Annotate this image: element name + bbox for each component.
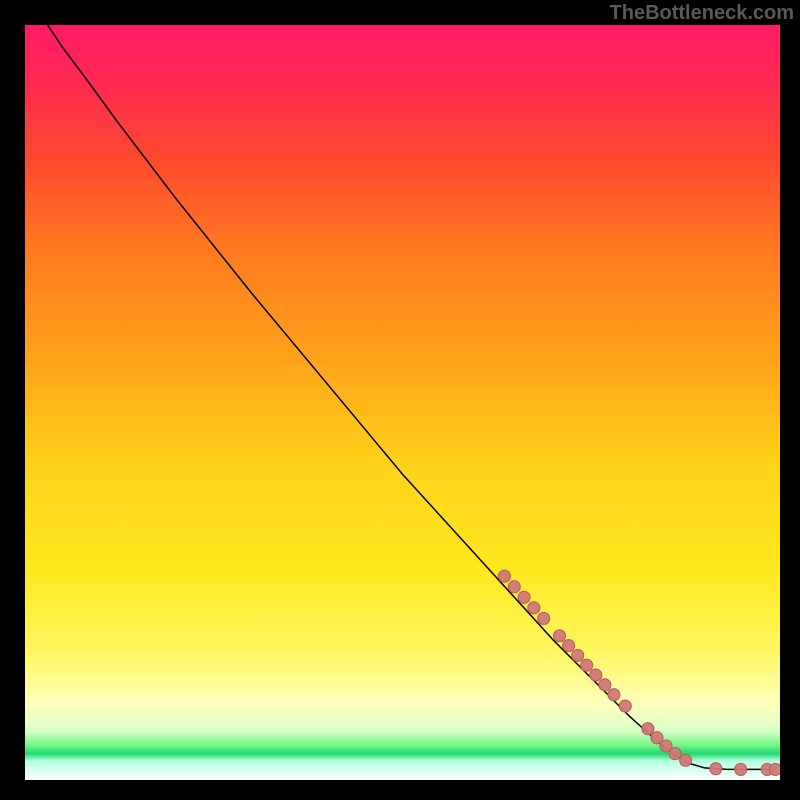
data-marker (518, 591, 530, 603)
main-curve (48, 25, 777, 769)
chart-plot-area (25, 25, 780, 780)
data-marker (735, 763, 747, 775)
chart-curve-layer (25, 25, 780, 780)
data-marker (508, 581, 520, 593)
data-marker (769, 763, 780, 775)
data-marker (528, 602, 540, 614)
data-marker (538, 612, 550, 624)
data-marker (572, 649, 584, 661)
data-marker (680, 754, 692, 766)
data-marker (619, 700, 631, 712)
data-marker (642, 723, 654, 735)
data-marker (498, 570, 510, 582)
data-marker (563, 640, 575, 652)
data-marker (608, 689, 620, 701)
data-marker (599, 679, 611, 691)
data-marker (710, 763, 722, 775)
data-marker (554, 630, 566, 642)
data-marker (669, 748, 681, 760)
marker-group (498, 570, 780, 775)
data-marker (590, 669, 602, 681)
data-marker (581, 659, 593, 671)
watermark-text: TheBottleneck.com (610, 2, 794, 25)
